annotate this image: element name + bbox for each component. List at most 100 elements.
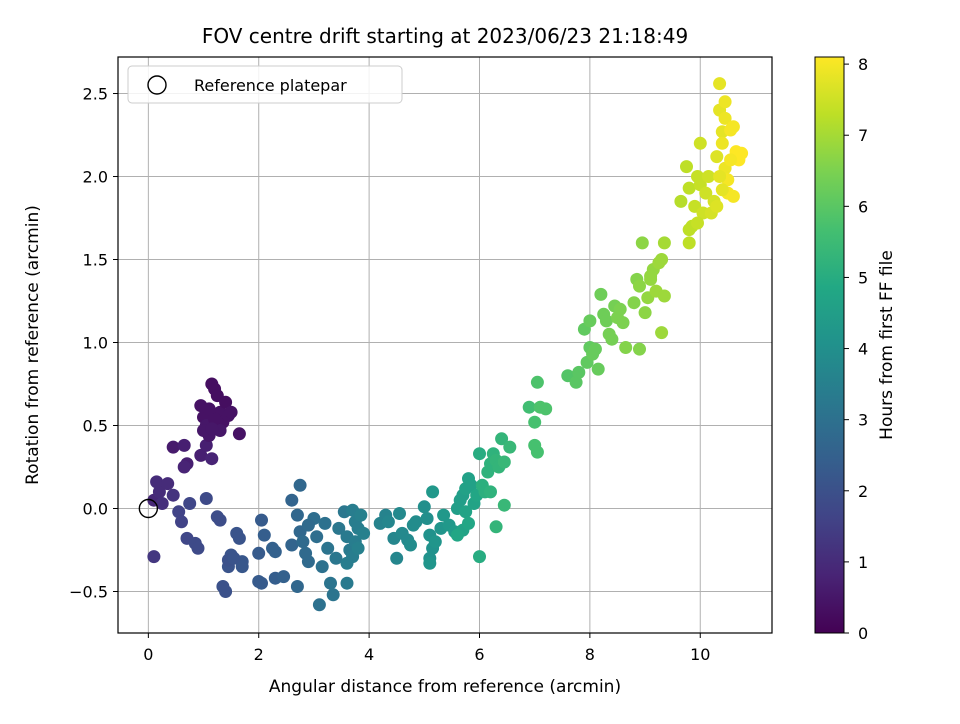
plot-frame bbox=[117, 56, 773, 634]
x-tick-label: 8 bbox=[585, 645, 595, 664]
data-point bbox=[699, 186, 713, 200]
data-point bbox=[638, 306, 652, 320]
data-point bbox=[340, 556, 354, 570]
y-tick-label: 2.5 bbox=[83, 85, 108, 104]
data-point bbox=[715, 136, 729, 150]
data-point bbox=[166, 488, 180, 502]
data-point bbox=[682, 181, 696, 195]
data-point bbox=[426, 485, 440, 499]
data-point bbox=[255, 513, 268, 527]
data-point bbox=[633, 342, 646, 356]
data-point bbox=[473, 447, 486, 461]
data-point bbox=[332, 521, 346, 535]
y-tick-label: 0.0 bbox=[83, 500, 108, 519]
data-point bbox=[464, 478, 478, 492]
colorbar-tick-label: 4 bbox=[858, 340, 868, 359]
data-point bbox=[627, 296, 641, 310]
data-point bbox=[290, 508, 304, 522]
data-point bbox=[232, 427, 246, 441]
data-point bbox=[423, 556, 437, 570]
data-point bbox=[312, 598, 326, 612]
colorbar-tick-label: 8 bbox=[858, 55, 868, 74]
data-point bbox=[605, 332, 619, 346]
x-axis-ticks: 0 2 4 6 8 10 bbox=[143, 633, 710, 664]
data-point bbox=[619, 341, 633, 354]
data-point bbox=[735, 146, 749, 160]
y-axis-ticks: −0.5 0.0 0.5 1.0 1.5 2.0 2.5 bbox=[69, 85, 118, 602]
data-point bbox=[194, 448, 208, 462]
data-point bbox=[588, 342, 602, 356]
data-point bbox=[655, 253, 669, 266]
data-point bbox=[657, 289, 671, 303]
data-point bbox=[417, 500, 431, 514]
y-tick-label: 2.0 bbox=[83, 168, 108, 187]
data-point bbox=[459, 505, 473, 519]
data-point bbox=[409, 515, 423, 529]
x-tick-label: 6 bbox=[474, 645, 484, 664]
data-point bbox=[497, 498, 511, 512]
data-point bbox=[318, 516, 332, 530]
data-point bbox=[710, 150, 724, 164]
colorbar-label: Hours from first FF file bbox=[877, 250, 897, 440]
data-point bbox=[208, 412, 222, 426]
data-point bbox=[693, 136, 707, 150]
data-point bbox=[680, 160, 693, 174]
data-point bbox=[290, 580, 304, 593]
data-point bbox=[655, 326, 669, 340]
data-point bbox=[155, 497, 169, 510]
data-point bbox=[285, 493, 299, 507]
data-point bbox=[718, 95, 732, 109]
legend: Reference platepar bbox=[127, 65, 403, 104]
data-point bbox=[495, 432, 509, 446]
data-point bbox=[266, 541, 279, 555]
data-point bbox=[255, 576, 268, 590]
legend-box bbox=[127, 65, 403, 104]
data-point bbox=[404, 538, 417, 552]
data-point bbox=[674, 194, 688, 208]
legend-label-reference: Reference platepar bbox=[194, 76, 347, 95]
data-point bbox=[199, 438, 213, 452]
data-point bbox=[301, 518, 315, 532]
data-point bbox=[329, 551, 343, 565]
data-point bbox=[205, 422, 219, 436]
data-point bbox=[213, 513, 227, 527]
data-point bbox=[177, 438, 191, 452]
data-point bbox=[224, 405, 238, 419]
data-point bbox=[172, 505, 186, 519]
data-point bbox=[285, 538, 299, 552]
data-point bbox=[462, 516, 475, 530]
data-point bbox=[324, 576, 337, 590]
data-point bbox=[503, 440, 517, 454]
data-point bbox=[713, 170, 727, 183]
data-point bbox=[252, 546, 266, 560]
data-point bbox=[166, 440, 180, 454]
y-tick-label: −0.5 bbox=[69, 583, 108, 602]
data-point bbox=[301, 555, 315, 569]
data-point bbox=[644, 269, 658, 283]
y-axis-label: Rotation from reference (arcmin) bbox=[23, 205, 43, 485]
data-point bbox=[726, 120, 740, 134]
data-point bbox=[572, 365, 586, 379]
data-point bbox=[277, 570, 291, 584]
data-point bbox=[390, 551, 404, 565]
legend-marker-reference bbox=[147, 75, 167, 95]
colorbar-tick-label: 6 bbox=[858, 197, 868, 216]
colorbar-tick-label: 2 bbox=[858, 482, 868, 501]
data-points bbox=[147, 77, 749, 612]
data-point bbox=[152, 485, 166, 499]
data-point bbox=[296, 535, 310, 549]
data-point bbox=[310, 530, 324, 544]
colorbar-tick-label: 1 bbox=[858, 553, 868, 572]
data-point bbox=[351, 541, 365, 555]
data-point bbox=[175, 515, 188, 529]
y-tick-label: 1.0 bbox=[83, 334, 108, 353]
colorbar-gradient bbox=[814, 56, 845, 634]
data-point bbox=[530, 375, 544, 389]
data-point bbox=[202, 402, 216, 416]
data-point bbox=[522, 400, 536, 414]
colorbar: 0 1 2 3 4 5 6 7 8 Hours from first FF file bbox=[814, 55, 897, 643]
data-point bbox=[219, 585, 233, 598]
data-point bbox=[702, 170, 715, 183]
data-point bbox=[235, 560, 249, 574]
